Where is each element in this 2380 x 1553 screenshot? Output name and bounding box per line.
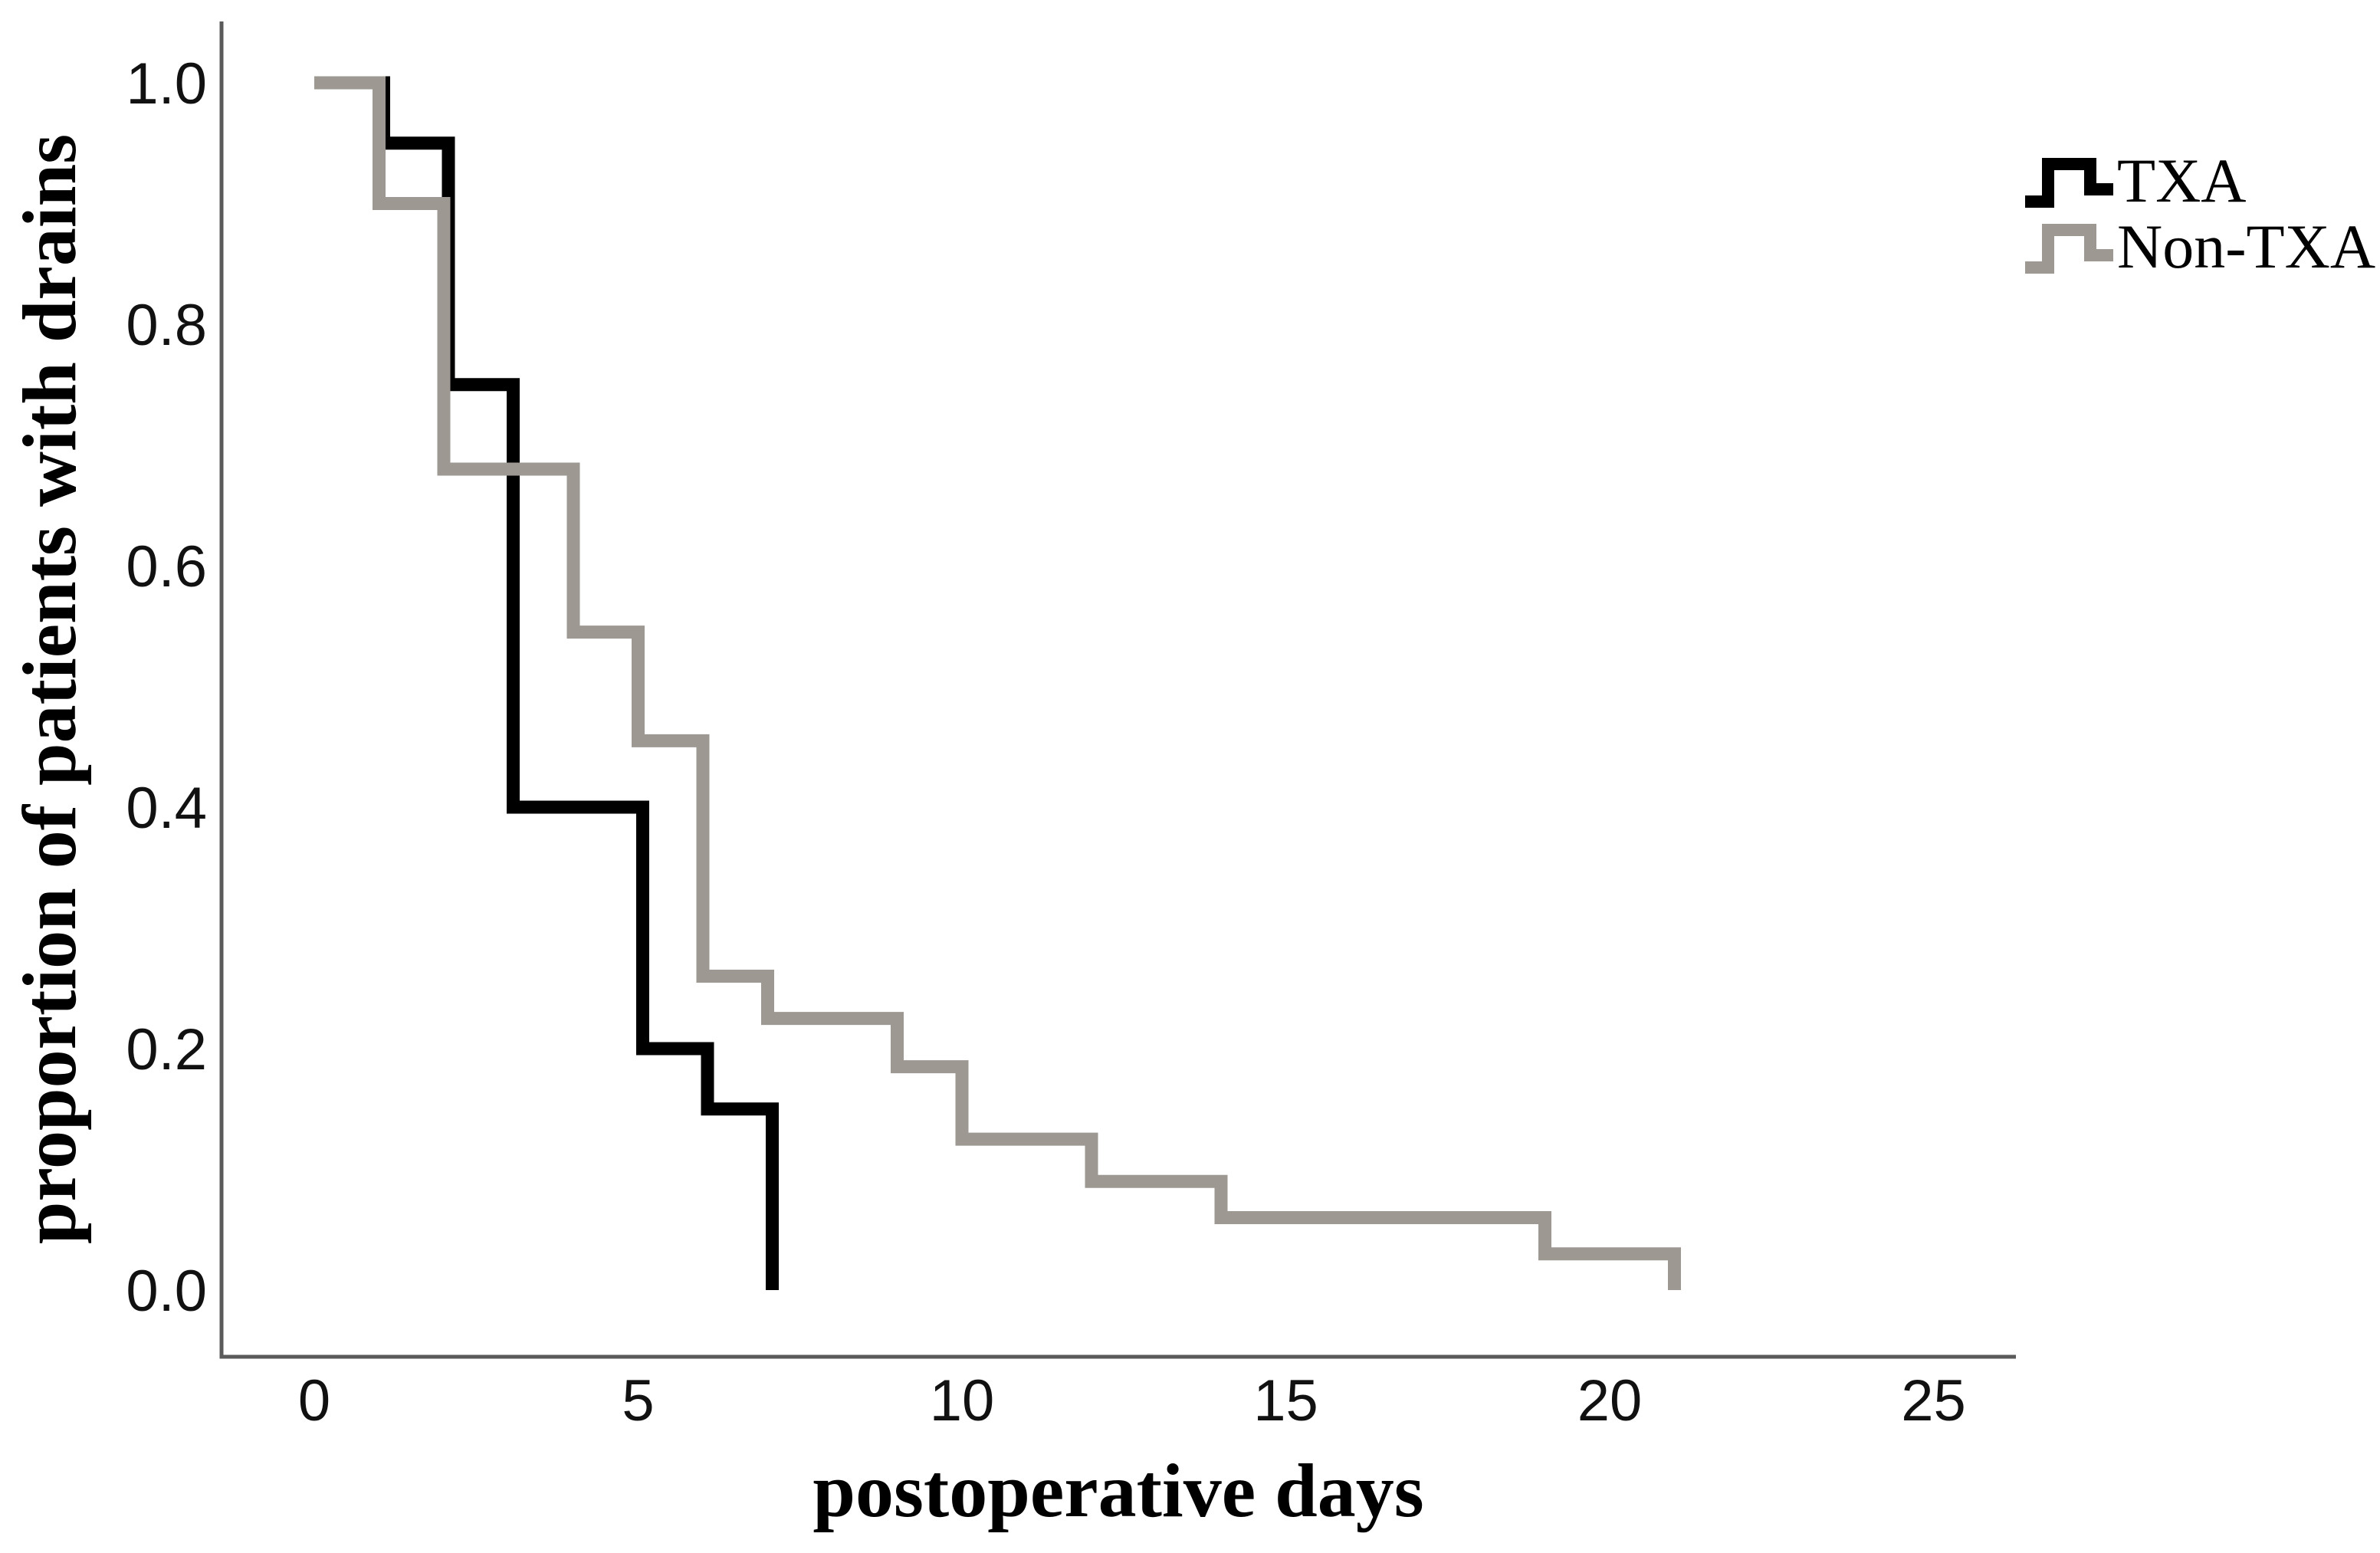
y-axis-title: proportion of patients with drains (7, 134, 92, 1244)
ticks-layer: 1.0 0.8 0.6 0.4 0.2 0.0 0 5 10 15 20 25 (126, 51, 1965, 1433)
x-tick-label: 0 (298, 1368, 330, 1433)
y-tick-label: 0.8 (126, 293, 207, 358)
curves-layer (314, 76, 1681, 1290)
y-tick-label: 0.6 (126, 534, 207, 599)
x-tick-label: 25 (1901, 1368, 1966, 1433)
x-axis-title: postoperative days (812, 1448, 1423, 1533)
legend-label-txa: TXA (2117, 146, 2247, 215)
legend: TXA Non-TXA (2025, 146, 2375, 281)
y-tick-label: 1.0 (126, 51, 207, 117)
x-tick-label: 10 (930, 1368, 995, 1433)
x-tick-label: 20 (1577, 1368, 1643, 1433)
axes-layer (219, 21, 2016, 1359)
x-tick-label: 15 (1253, 1368, 1318, 1433)
legend-item-non-txa: Non-TXA (2025, 212, 2375, 281)
legend-label-non-txa: Non-TXA (2117, 212, 2375, 281)
non-txa-step-icon (2025, 224, 2113, 274)
x-tick-label: 5 (622, 1368, 654, 1433)
y-tick-label: 0.4 (126, 776, 207, 841)
txa-step-icon (2025, 158, 2113, 208)
non-txa-curve (314, 76, 1681, 1290)
y-tick-label: 0.2 (126, 1017, 207, 1082)
txa-curve (319, 76, 779, 1290)
legend-item-txa: TXA (2025, 146, 2247, 215)
y-tick-label: 0.0 (126, 1259, 207, 1324)
